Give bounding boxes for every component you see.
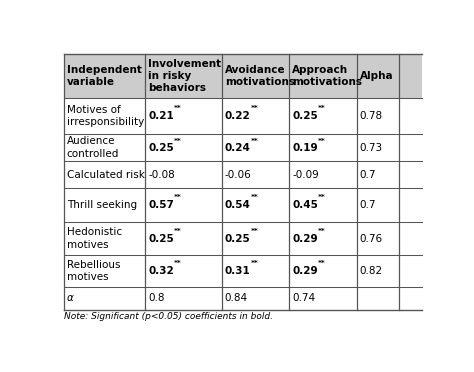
Text: 0.78: 0.78: [359, 111, 383, 121]
Text: 0.7: 0.7: [359, 200, 376, 210]
Text: 0.29: 0.29: [292, 266, 318, 276]
Text: **: **: [174, 194, 182, 200]
Text: **: **: [250, 105, 258, 111]
Text: Thrill seeking: Thrill seeking: [66, 200, 137, 210]
Text: 0.73: 0.73: [359, 142, 383, 153]
Text: 0.25: 0.25: [148, 234, 174, 244]
Text: **: **: [318, 138, 326, 144]
Text: Hedonistic
motives: Hedonistic motives: [66, 227, 122, 250]
Text: **: **: [318, 194, 326, 200]
Text: 0.57: 0.57: [148, 200, 174, 210]
Text: 0.74: 0.74: [292, 294, 315, 303]
Text: 0.24: 0.24: [225, 142, 251, 153]
Text: -0.09: -0.09: [292, 170, 319, 180]
Text: **: **: [318, 260, 326, 266]
Text: 0.54: 0.54: [225, 200, 251, 210]
Text: 0.25: 0.25: [225, 234, 250, 244]
Text: Involvement
in risky
behaviors: Involvement in risky behaviors: [148, 59, 221, 93]
Text: α: α: [66, 294, 73, 303]
Text: Independent
variable: Independent variable: [66, 65, 141, 87]
Text: 0.19: 0.19: [292, 142, 318, 153]
Text: **: **: [174, 138, 182, 144]
Text: 0.25: 0.25: [148, 142, 174, 153]
Text: 0.25: 0.25: [292, 111, 318, 121]
Text: Motives of
irresponsibility: Motives of irresponsibility: [66, 105, 144, 127]
Text: Calculated risk: Calculated risk: [66, 170, 145, 180]
Text: Approach
motivations: Approach motivations: [292, 65, 362, 87]
Text: 0.76: 0.76: [359, 234, 383, 244]
Text: 0.31: 0.31: [225, 266, 250, 276]
Text: Note: Significant (p<0.05) coefficients in bold.: Note: Significant (p<0.05) coefficients …: [64, 312, 273, 321]
Text: 0.84: 0.84: [225, 294, 248, 303]
Text: Alpha: Alpha: [359, 71, 393, 81]
Text: **: **: [251, 194, 258, 200]
Text: -0.06: -0.06: [225, 170, 252, 180]
Text: -0.08: -0.08: [148, 170, 175, 180]
Text: 0.8: 0.8: [148, 294, 165, 303]
Text: **: **: [318, 228, 326, 234]
Text: 0.82: 0.82: [359, 266, 383, 276]
Text: Audience
controlled: Audience controlled: [66, 136, 119, 159]
Text: **: **: [174, 228, 182, 234]
Text: 0.7: 0.7: [359, 170, 376, 180]
Text: 0.32: 0.32: [148, 266, 174, 276]
Text: **: **: [174, 260, 182, 266]
Text: **: **: [250, 260, 258, 266]
Text: **: **: [250, 228, 258, 234]
Text: Rebellious
motives: Rebellious motives: [66, 260, 120, 282]
Bar: [64, 54, 422, 98]
Text: **: **: [318, 105, 326, 111]
Text: 0.21: 0.21: [148, 111, 174, 121]
Text: 0.45: 0.45: [292, 200, 318, 210]
Text: 0.29: 0.29: [292, 234, 318, 244]
Text: **: **: [174, 105, 182, 111]
Text: 0.22: 0.22: [225, 111, 250, 121]
Text: Avoidance
motivations: Avoidance motivations: [225, 65, 295, 87]
Text: **: **: [251, 138, 258, 144]
